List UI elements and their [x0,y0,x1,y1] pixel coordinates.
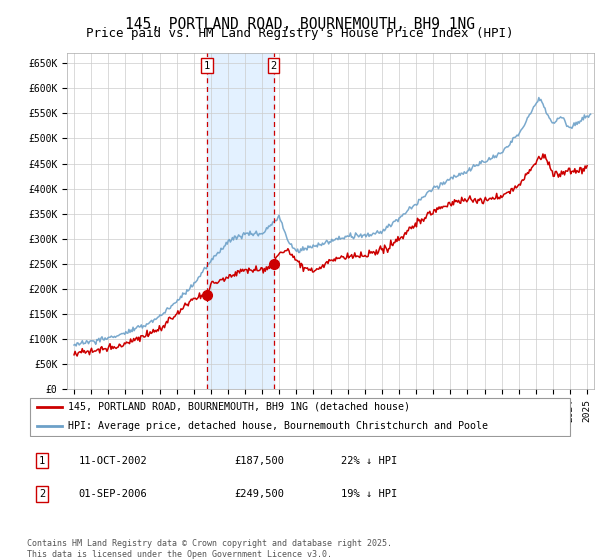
Text: 2: 2 [271,60,277,71]
Bar [207,53,274,389]
Text: £249,500: £249,500 [235,489,284,499]
Text: 2: 2 [39,489,46,499]
Text: Price paid vs. HM Land Registry's House Price Index (HPI): Price paid vs. HM Land Registry's House … [86,27,514,40]
Text: 1: 1 [39,455,46,465]
Text: 11-OCT-2002: 11-OCT-2002 [79,455,148,465]
FancyBboxPatch shape [30,398,570,436]
Text: 145, PORTLAND ROAD, BOURNEMOUTH, BH9 1NG (detached house): 145, PORTLAND ROAD, BOURNEMOUTH, BH9 1NG… [68,402,410,412]
Text: HPI: Average price, detached house, Bournemouth Christchurch and Poole: HPI: Average price, detached house, Bour… [68,421,488,431]
Text: 145, PORTLAND ROAD, BOURNEMOUTH, BH9 1NG: 145, PORTLAND ROAD, BOURNEMOUTH, BH9 1NG [125,17,475,32]
Text: 01-SEP-2006: 01-SEP-2006 [79,489,148,499]
Text: 19% ↓ HPI: 19% ↓ HPI [341,489,397,499]
Text: Contains HM Land Registry data © Crown copyright and database right 2025.
This d: Contains HM Land Registry data © Crown c… [27,539,392,559]
Text: £187,500: £187,500 [235,455,284,465]
Text: 22% ↓ HPI: 22% ↓ HPI [341,455,397,465]
Text: 1: 1 [204,60,210,71]
